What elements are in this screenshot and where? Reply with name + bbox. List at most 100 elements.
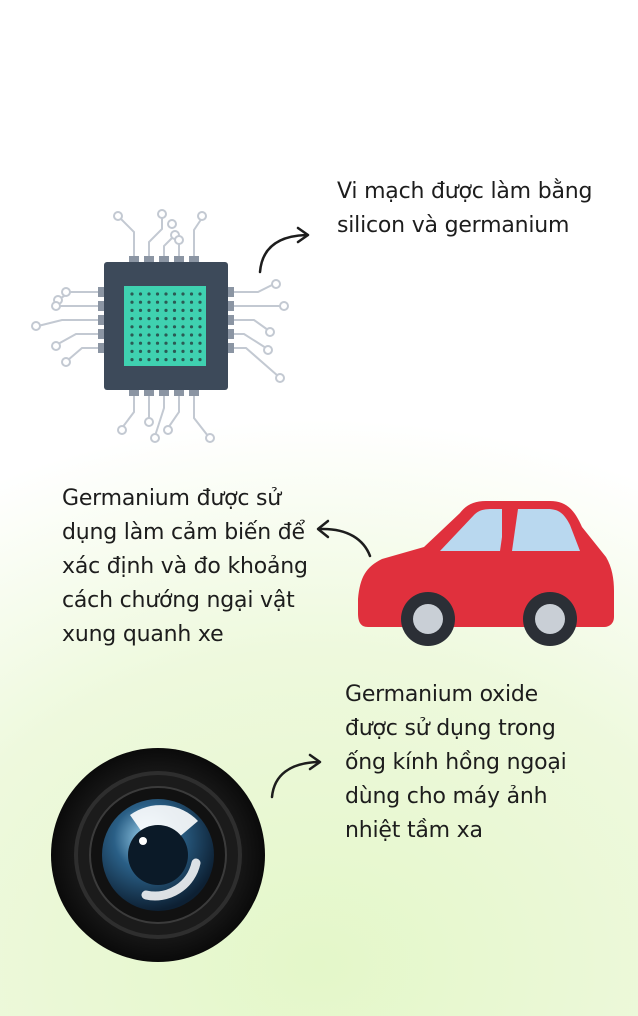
chip-core-dot [164,317,168,321]
chip-core-dot [147,308,151,312]
car-caption: Germanium được sử dụng làm cảm biến để x… [62,482,308,652]
chip-core-dot [138,317,143,321]
chip-core-dot [130,333,134,337]
chip-core-dot [198,300,202,304]
curved-arrow-icon [316,519,372,558]
car-caption-line: cách chướng ngại vật [62,588,295,613]
chip-core-dot [172,341,177,345]
chip-core-dot [164,308,168,312]
chip-core-dot [181,358,185,362]
chip-core-dot [155,333,160,337]
chip-core-dot [198,333,202,337]
microchip-icon [31,209,289,443]
chip-caption-line: Vi mạch được làm bằng [337,179,593,204]
chip-core-dot [164,300,168,304]
chip-core-dot [147,358,151,362]
chip-core-dot [181,317,185,321]
chip-core-dot [181,325,185,329]
lens-caption-line: nhiệt tầm xa [345,818,483,843]
chip-core-dot [189,349,194,353]
chip-core-dot [164,341,168,345]
chip-core-dot [130,341,134,345]
chip-core-dot [172,300,177,304]
chip-core-dot [138,333,143,337]
chip-core-dot [164,333,168,337]
chip-core-dot [138,325,143,329]
chip-core-dot [147,292,151,296]
chip-core-dot [189,358,194,362]
camera-lens-icon [51,748,265,962]
chip-core-dot [155,325,160,329]
chip-core-dot [181,349,185,353]
chip-core-dot [189,341,194,345]
chip-core-dot [172,325,177,329]
chip-core-dot [189,300,194,304]
chip-core-dot [189,292,194,296]
chip-core-dot [198,292,202,296]
chip-core-dot [198,341,202,345]
chip-core-dot [172,358,177,362]
chip-core-dot [189,325,194,329]
chip-core-dot [138,292,143,296]
chip-core-dot [181,341,185,345]
lens-caption-line: dùng cho máy ảnh [345,784,548,809]
lens-caption-line: ống kính hồng ngoại [345,750,567,775]
chip-core-dot [172,317,177,321]
chip-core-dot [130,325,134,329]
curved-arrow-icon [258,226,310,274]
chip-core-dot [164,292,168,296]
chip-core-dot [147,341,151,345]
chip-core-dot [155,341,160,345]
chip-core-dot [155,317,160,321]
chip-core-dot [147,325,151,329]
chip-caption: Vi mạch được làm bằng silicon và germani… [337,175,592,243]
lens-caption: Germanium oxide được sử dụng trong ống k… [345,678,567,848]
chip-core-dot [198,317,202,321]
chip-core-dot [172,333,177,337]
chip-core-dot [147,333,151,337]
chip-core-dots [130,292,202,362]
chip-core-dot [138,349,143,353]
lens-caption-line: được sử dụng trong [345,716,556,741]
chip-core-dot [172,349,177,353]
chip-core-dot [181,292,185,296]
chip-core-dot [172,308,177,312]
chip-core-dot [189,333,194,337]
chip-core-dot [147,317,151,321]
chip-core-dot [138,308,143,312]
chip-core-dot [198,308,202,312]
chip-core-dot [198,358,202,362]
chip-core-dot [130,317,134,321]
chip-core-dot [147,300,151,304]
chip-caption-line: silicon và germanium [337,213,570,238]
chip-core-dot [130,358,134,362]
lens-caption-line: Germanium oxide [345,682,538,707]
chip-core-dot [138,341,143,345]
car-icon [358,501,614,646]
chip-core-dot [130,308,134,312]
chip-core-dot [164,325,168,329]
car-caption-line: xung quanh xe [62,622,224,647]
chip-core-dot [138,358,143,362]
chip-core-dot [164,349,168,353]
chip-core-dot [198,325,202,329]
car-caption-line: Germanium được sử [62,486,282,511]
chip-core-dot [181,300,185,304]
chip-core-dot [155,349,160,353]
chip-core-dot [155,308,160,312]
chip-core-dot [155,300,160,304]
chip-core-dot [181,333,185,337]
car-caption-line: xác định và đo khoảng [62,554,308,579]
chip-core-dot [189,308,194,312]
chip-core-dot [130,349,134,353]
chip-core-dot [138,300,143,304]
chip-core-dot [189,317,194,321]
chip-core-dot [147,349,151,353]
chip-core-dot [181,308,185,312]
chip-core-dot [198,349,202,353]
chip-core-dot [130,292,134,296]
chip-core-dot [130,300,134,304]
chip-core-dot [164,358,168,362]
chip-core-dot [155,358,160,362]
car-caption-line: dụng làm cảm biến để [62,520,305,545]
